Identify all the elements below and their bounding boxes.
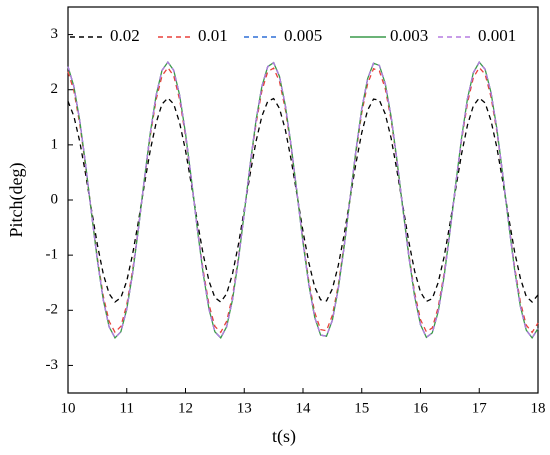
x-tick-label: 18 xyxy=(531,400,546,416)
x-tick-label: 12 xyxy=(178,400,193,416)
y-tick-label: -3 xyxy=(46,357,59,373)
y-tick-label: -2 xyxy=(46,302,59,318)
legend-label: 0.02 xyxy=(110,26,140,45)
y-tick-label: -1 xyxy=(46,247,59,263)
x-axis-label: t(s) xyxy=(272,426,296,447)
y-tick-label: 2 xyxy=(51,81,59,97)
x-tick-label: 10 xyxy=(61,400,76,416)
legend-label: 0.01 xyxy=(198,26,228,45)
series-line xyxy=(67,60,539,340)
legend-label: 0.003 xyxy=(390,26,428,45)
x-tick-label: 16 xyxy=(413,400,429,416)
series-line xyxy=(67,60,539,340)
series-line xyxy=(67,60,539,340)
x-tick-label: 15 xyxy=(354,400,369,416)
y-tick-label: 3 xyxy=(51,26,59,42)
series-line xyxy=(67,97,539,303)
x-tick-label: 13 xyxy=(237,400,252,416)
legend-label: 0.001 xyxy=(478,26,516,45)
y-axis-label: Pitch(deg) xyxy=(6,163,27,238)
legend-label: 0.005 xyxy=(284,26,322,45)
y-tick-label: 1 xyxy=(51,136,59,152)
plot-frame xyxy=(67,6,539,394)
x-tick-label: 14 xyxy=(296,400,312,416)
y-tick-label: 0 xyxy=(51,191,59,207)
x-tick-label: 17 xyxy=(472,400,488,416)
x-tick-label: 11 xyxy=(120,400,134,416)
series-line xyxy=(67,66,539,334)
